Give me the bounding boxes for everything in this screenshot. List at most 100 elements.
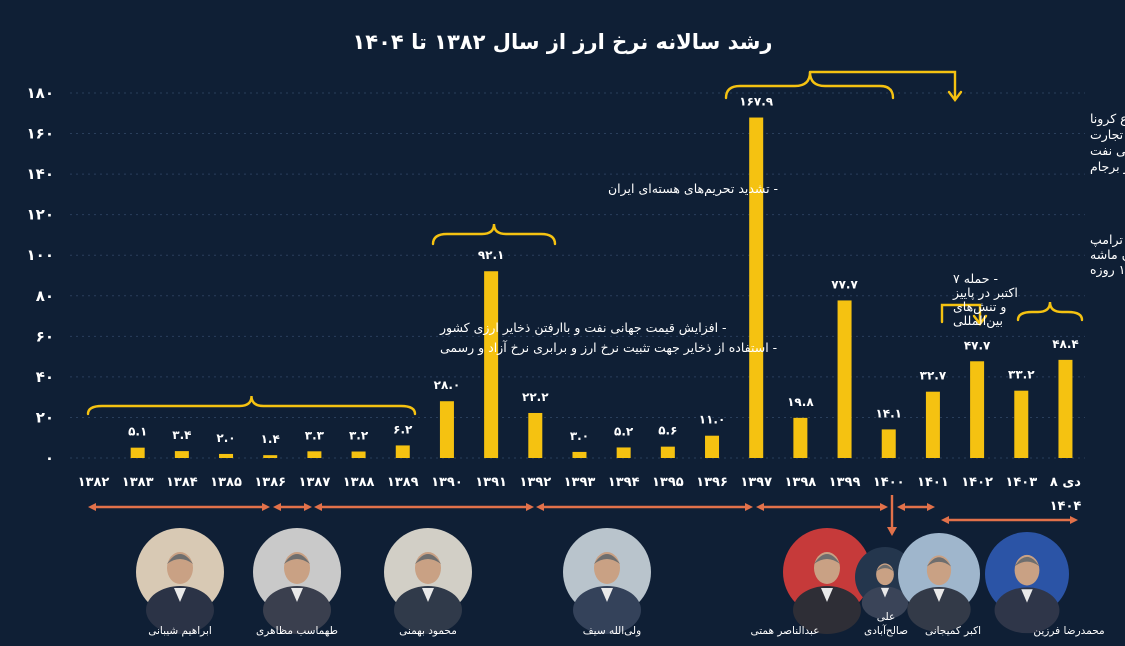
- timeline-arrow: [273, 503, 281, 511]
- avatar-body: [573, 586, 641, 634]
- y-tick-label: ۱۴۰: [27, 165, 54, 183]
- annotation-text: - ریاست‌جمهوری ترامپ و خروج آمریکا از بر…: [1090, 159, 1125, 175]
- timeline-arrow: [314, 503, 322, 511]
- value-label: ۲.۰: [216, 431, 235, 445]
- annotations: - افزایش قیمت جهانی نفت و باارفتن ذخایر …: [439, 111, 1125, 356]
- timeline-arrow: [887, 527, 897, 536]
- governor-name: عبدالناصر همتی: [750, 625, 819, 637]
- governor-avatar: [898, 533, 980, 632]
- timeline-arrow: [756, 503, 764, 511]
- avatar-hair: [876, 564, 894, 572]
- bar: [881, 429, 896, 458]
- bar: [616, 447, 631, 458]
- annotation-text: - شیوع کرونا: [1090, 111, 1125, 127]
- avatar-hair: [814, 554, 840, 564]
- bar: [174, 451, 189, 458]
- value-label: ۱۱.۰: [699, 413, 726, 427]
- timeline-arrow: [941, 516, 949, 524]
- avatar-hair: [1014, 556, 1040, 567]
- x-tick-label: ۱۴۰۲: [961, 475, 993, 490]
- value-label: ۳.۳: [305, 428, 325, 442]
- annotation-brace: [1016, 301, 1084, 322]
- governor-avatar: [985, 532, 1069, 634]
- timeline-arrow: [304, 503, 312, 511]
- value-label: ۱۹.۸: [787, 395, 814, 409]
- avatar-body: [861, 586, 909, 620]
- avatar-shirt: [880, 587, 890, 598]
- value-label: ۴۷.۷: [964, 338, 991, 352]
- y-tick-label: ۱۰۰: [27, 246, 54, 264]
- bar: [660, 446, 675, 458]
- annotation-text: - افزایش قیمت جهانی نفت و باارفتن ذخایر …: [439, 320, 727, 336]
- value-label: ۳.۴: [172, 428, 191, 442]
- governor-avatar: [783, 528, 871, 634]
- governor-avatar: [855, 547, 915, 620]
- governor-avatar: [384, 528, 472, 634]
- annotation-text: - فعال‌شدن ماشه: [1090, 247, 1125, 262]
- annotation-connector: [808, 70, 957, 100]
- x-tick-label: ۱۴۰۴: [1050, 499, 1082, 514]
- y-tick-label: ۶۰: [36, 327, 54, 345]
- value-label: ۳.۰: [570, 429, 589, 443]
- bar: [307, 451, 322, 458]
- y-tick-label: ۲۰: [36, 408, 54, 426]
- x-tick-label: ۱۳۹۷: [740, 475, 772, 490]
- x-tick-label: ۱۳۸۶: [254, 475, 286, 490]
- annotation-braces: [86, 70, 1084, 416]
- bar: [705, 435, 720, 458]
- avatar-body: [907, 587, 971, 632]
- x-tick-label: ۱۴۰۱: [917, 475, 949, 490]
- avatar-hair: [594, 554, 620, 564]
- bar: [970, 361, 985, 458]
- avatar-shirt: [291, 588, 303, 602]
- governor-avatar: [563, 528, 651, 634]
- governor-name: صالح‌آبادی: [864, 624, 908, 637]
- annotation-text: - بازگشت ترامپ: [1090, 232, 1125, 248]
- x-tick-label: ۱۳۹۱: [475, 475, 507, 490]
- value-label: ۱.۴: [261, 432, 280, 446]
- avatar-body: [146, 586, 214, 634]
- x-tick-label: ۱۳۸۹: [387, 475, 419, 490]
- avatar-shirt: [933, 588, 945, 602]
- avatar-hair: [926, 557, 952, 567]
- avatar-shirt: [422, 588, 434, 602]
- x-tick-label: ۱۳۸۲: [78, 475, 110, 490]
- governor-timeline: [88, 495, 1078, 536]
- value-label: ۵.۶: [658, 424, 677, 438]
- x-tick-label: ۱۳۸۴: [166, 475, 198, 490]
- annotation-connector: [940, 303, 982, 324]
- x-tick-label: ۱۳۹۴: [608, 475, 640, 490]
- x-tick-label: ۱۳۹۳: [564, 475, 596, 490]
- timeline-arrow: [88, 503, 96, 511]
- avatar-shirt: [821, 588, 833, 602]
- governor-avatar: [136, 528, 224, 634]
- annotation-text: بین‌المللی: [953, 313, 1003, 329]
- bar: [925, 391, 940, 458]
- bar: [439, 401, 454, 458]
- value-label: ۳۲.۷: [920, 369, 947, 383]
- value-label: ۵.۲: [614, 424, 634, 438]
- value-label: ۳.۲: [349, 429, 369, 443]
- governor-avatars: ابراهیم شیبانی طهماسب مظاهری محمود بهمنی ول…: [136, 528, 1105, 637]
- x-tick-label: ۸ دی: [1050, 475, 1081, 490]
- annotation-text: اکتبر در پاییز: [952, 285, 1018, 301]
- annotation-text: و تنش‌های: [953, 299, 1006, 315]
- value-label: ۹۲.۱: [478, 248, 505, 262]
- x-tick-label: ۱۳۹۶: [696, 475, 728, 490]
- annotation-arrowhead: [972, 314, 988, 326]
- bars: [130, 117, 1073, 459]
- x-tick-label: ۱۴۰۰: [873, 475, 905, 490]
- value-label: ۱۶۷.۹: [739, 95, 774, 109]
- governor-name: علی: [877, 611, 896, 623]
- value-label: ۶.۲: [393, 422, 413, 436]
- chart-title: رشد سالانه نرخ ارز از سال ۱۳۸۲ تا ۱۴۰۴: [352, 30, 773, 54]
- governor-name: طهماسب مظاهری: [256, 625, 338, 637]
- avatar-body: [263, 586, 331, 634]
- x-axis: ۱۳۸۲ ۱۳۸۳ ۱۳۸۴ ۱۳۸۵ ۱۳۸۶ ۱۳۸۷ ۱۳۸۸ ۱۳۸۹ ۱۳۹۰ ۱۳۹۱…: [78, 475, 1082, 514]
- value-label: ۷۷.۷: [831, 277, 858, 291]
- avatar-body: [793, 586, 861, 634]
- avatar-shirt: [174, 588, 186, 602]
- avatar-shirt: [601, 588, 613, 602]
- timeline-arrow: [927, 503, 935, 511]
- value-labels: ۵.۱ ۳.۴ ۲.۰ ۱.۴ ۳.۳ ۳.۲ ۶.۲ ۲۸.۰ ۹۲.۱ ۲۲.۲ ۳.۰ ۵.۲ ۵…: [128, 95, 1079, 447]
